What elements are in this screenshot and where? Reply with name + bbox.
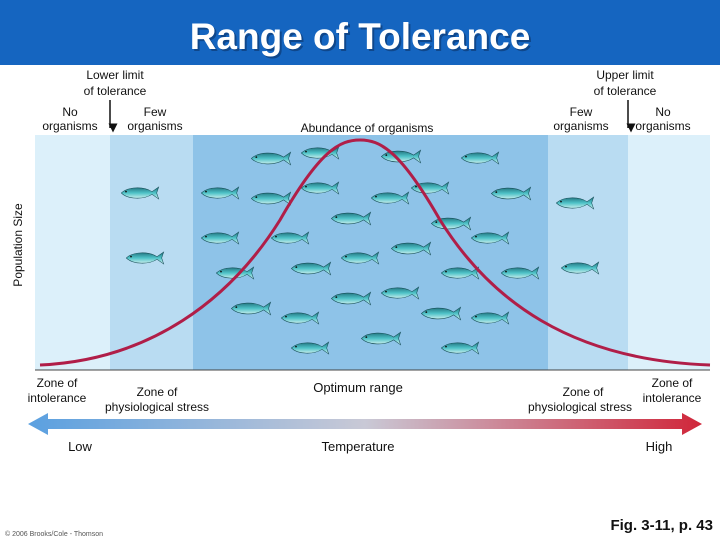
zone-label: Zone of <box>37 376 78 390</box>
copyright: © 2006 Brooks/Cole - Thomson <box>5 530 103 538</box>
y-axis-label: Population Size <box>11 203 25 287</box>
title: Range of Tolerance <box>190 16 531 57</box>
zone-label: Zone of <box>563 385 604 399</box>
axis-label: High <box>646 439 673 454</box>
top-label: No <box>62 105 78 119</box>
upper-limit: of tolerance <box>594 84 657 98</box>
lower-limit: Lower limit <box>86 68 144 82</box>
temperature-arrow <box>28 413 702 435</box>
top-label: No <box>655 105 671 119</box>
zone-label: intolerance <box>643 391 702 405</box>
lower-limit: of tolerance <box>84 84 147 98</box>
upper-limit: Upper limit <box>596 68 654 82</box>
axis-label: Temperature <box>322 439 395 454</box>
top-label: organisms <box>127 119 182 133</box>
zones <box>35 135 710 371</box>
tolerance-curve <box>39 138 711 367</box>
zone-label: Zone of <box>137 385 178 399</box>
top-label: Few <box>144 105 167 119</box>
header-bar <box>0 0 720 65</box>
top-label: organisms <box>42 119 97 133</box>
zone-label: physiological stress <box>105 400 209 414</box>
figure-ref: Fig. 3-11, p. 43 <box>610 517 713 534</box>
zone-label: Optimum range <box>313 380 403 395</box>
top-label: Abundance of organisms <box>301 121 434 135</box>
top-label: organisms <box>635 119 690 133</box>
top-label: organisms <box>553 119 608 133</box>
zone-label: physiological stress <box>528 400 632 414</box>
top-label: Few <box>570 105 593 119</box>
zone-label: Zone of <box>652 376 693 390</box>
zone-label: intolerance <box>28 391 87 405</box>
title-shadow: Range of Tolerance <box>192 18 533 59</box>
axis-label: Low <box>68 439 92 454</box>
